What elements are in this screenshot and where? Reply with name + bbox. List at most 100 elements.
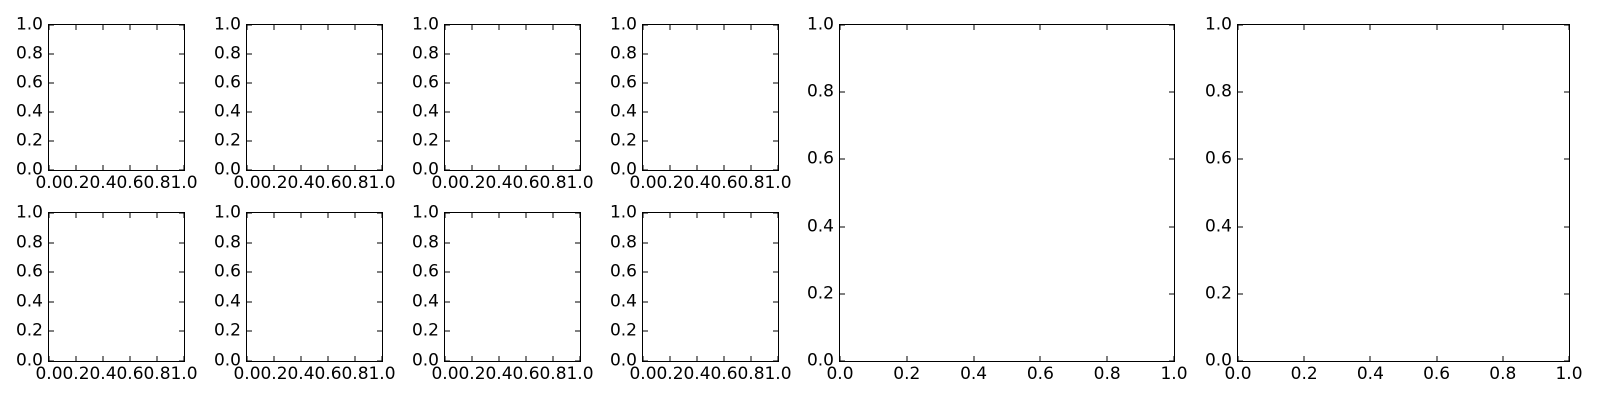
x-tick-mark-top (552, 213, 554, 218)
x-tick-label: 0.2 (656, 364, 684, 384)
y-tick-mark-right (1564, 293, 1569, 295)
y-tick-mark-left (49, 169, 54, 171)
y-tick-mark-right (575, 301, 580, 303)
x-tick-label: 0.6 (116, 173, 144, 193)
y-tick-mark-right (773, 242, 778, 244)
y-tick-label: 0.8 (213, 232, 241, 253)
y-tick-mark-right (1564, 158, 1569, 160)
y-tick-mark-right (1169, 360, 1174, 362)
x-tick-mark-bottom (777, 165, 779, 170)
y-tick-mark-right (575, 140, 580, 142)
y-tick-label: 0.0 (15, 159, 43, 180)
y-tick-label: 0.8 (15, 232, 43, 253)
y-tick-label: 0.8 (1204, 81, 1232, 102)
x-tick-mark-bottom (696, 165, 698, 170)
y-tick-mark-left (445, 53, 450, 55)
y-tick-mark-left (247, 212, 252, 214)
x-tick-mark-bottom (579, 356, 581, 361)
x-tick-mark-bottom (1568, 356, 1570, 361)
y-tick-label: 0.6 (411, 72, 439, 93)
x-tick-mark-top (183, 25, 185, 30)
x-tick-mark-bottom (381, 165, 383, 170)
x-tick-mark-bottom (579, 165, 581, 170)
x-tick-label: 0.0 (826, 364, 854, 384)
y-tick-mark-left (49, 82, 54, 84)
y-tick-mark-left (445, 242, 450, 244)
x-tick-mark-top (273, 25, 275, 30)
x-tick-mark-top (156, 213, 158, 218)
x-tick-mark-bottom (48, 165, 50, 170)
x-tick-label: 0.2 (62, 173, 90, 193)
subplot-large-1: 0.0 0.0 0.2 0.2 0.4 0.4 0.6 0.6 0.8 0.8 1.0 1.0 (807, 16, 1188, 383)
y-tick-mark-right (377, 169, 382, 171)
y-tick-label: 0.4 (15, 101, 43, 122)
x-tick-mark-top (48, 25, 50, 30)
y-tick-label: 0.6 (213, 261, 241, 282)
x-tick-label: 0.4 (485, 364, 513, 384)
x-tick-label: 1.0 (764, 173, 792, 193)
x-tick-label: 0.4 (287, 173, 315, 193)
x-tick-mark-bottom (102, 356, 104, 361)
x-tick-mark-bottom (156, 165, 158, 170)
y-tick-mark-right (575, 53, 580, 55)
x-tick-mark-top (498, 25, 500, 30)
y-tick-mark-right (179, 169, 184, 171)
x-tick-label: 1.0 (170, 364, 198, 384)
x-tick-mark-top (579, 25, 581, 30)
y-tick-label: 1.0 (213, 14, 241, 35)
y-tick-mark-right (575, 212, 580, 214)
y-tick-mark-right (1169, 158, 1174, 160)
x-tick-mark-top (642, 25, 644, 30)
y-tick-label: 1.0 (609, 202, 637, 223)
x-tick-mark-top (246, 213, 248, 218)
y-tick-mark-left (840, 293, 845, 295)
y-tick-mark-right (1169, 91, 1174, 93)
x-tick-label: 1.0 (764, 364, 792, 384)
x-tick-mark-bottom (525, 165, 527, 170)
x-tick-label: 0.4 (287, 364, 315, 384)
y-tick-mark-left (445, 330, 450, 332)
y-tick-mark-left (643, 271, 648, 273)
x-tick-label: 1.0 (1160, 364, 1188, 384)
x-tick-mark-top (444, 25, 446, 30)
x-tick-mark-top (750, 213, 752, 218)
x-tick-mark-top (1568, 25, 1570, 30)
y-tick-mark-left (1238, 158, 1243, 160)
y-tick-mark-left (445, 360, 450, 362)
x-tick-mark-bottom (75, 356, 77, 361)
y-tick-label: 0.6 (1204, 148, 1232, 169)
x-tick-label: 1.0 (566, 364, 594, 384)
x-tick-mark-top (471, 213, 473, 218)
y-tick-label: 0.6 (806, 148, 834, 169)
x-tick-mark-top (669, 25, 671, 30)
x-tick-mark-top (973, 25, 975, 30)
x-tick-mark-bottom (642, 165, 644, 170)
y-tick-mark-left (643, 24, 648, 26)
x-tick-mark-top (129, 25, 131, 30)
y-tick-mark-right (377, 330, 382, 332)
x-tick-mark-bottom (723, 165, 725, 170)
y-tick-label: 0.4 (609, 291, 637, 312)
x-tick-mark-top (300, 213, 302, 218)
y-tick-mark-right (773, 301, 778, 303)
y-tick-label: 0.2 (213, 130, 241, 151)
x-tick-mark-top (102, 25, 104, 30)
y-tick-mark-left (49, 212, 54, 214)
y-tick-mark-right (575, 111, 580, 113)
y-tick-mark-right (1169, 24, 1174, 26)
x-tick-label: 0.4 (89, 173, 117, 193)
y-tick-mark-right (377, 24, 382, 26)
y-tick-mark-right (575, 24, 580, 26)
y-tick-mark-right (179, 242, 184, 244)
x-tick-mark-top (498, 213, 500, 218)
y-tick-mark-right (773, 82, 778, 84)
y-tick-mark-right (179, 111, 184, 113)
y-tick-mark-left (49, 140, 54, 142)
x-tick-mark-top (777, 213, 779, 218)
x-tick-label: 0.2 (458, 173, 486, 193)
y-tick-mark-left (445, 212, 450, 214)
y-tick-label: 0.6 (411, 261, 439, 282)
x-tick-mark-bottom (444, 356, 446, 361)
y-tick-mark-left (840, 91, 845, 93)
